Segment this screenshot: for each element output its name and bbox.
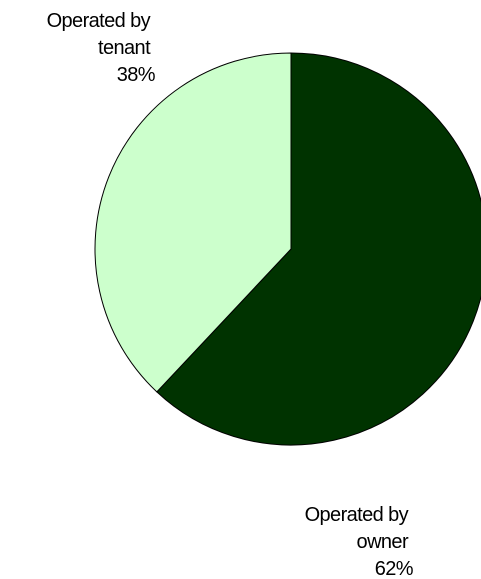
slice-label-owner: Operated by owner 62% [305, 504, 414, 579]
slice-label-tenant-line-2: tenant [98, 37, 151, 59]
slice-label-owner-line-2: owner [357, 531, 409, 553]
slice-label-owner-value: 62% [375, 558, 414, 579]
slice-label-tenant-line-1: Operated by [47, 10, 151, 32]
pie-slice-owner [156, 52, 481, 446]
pie-slices [94, 52, 481, 446]
slice-label-owner-line-1: Operated by [305, 504, 409, 526]
slice-label-tenant: Operated by tenant 38% [47, 10, 156, 86]
slice-label-tenant-value: 38% [117, 64, 156, 86]
pie-slice-tenant [94, 52, 292, 393]
